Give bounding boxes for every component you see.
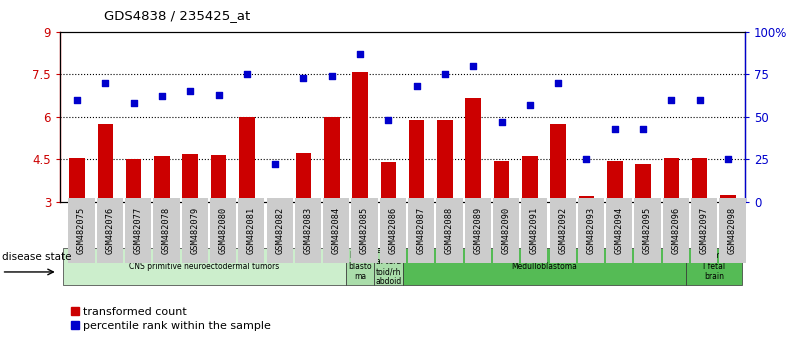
Text: GSM482095: GSM482095 [643,207,652,254]
Text: GSM482076: GSM482076 [106,207,115,254]
Point [495,119,508,125]
Text: GSM482086: GSM482086 [388,207,397,254]
Text: norma
l fetal
brain: norma l fetal brain [702,251,727,281]
Text: GSM482089: GSM482089 [473,207,482,254]
Bar [183,154,198,202]
Point [608,126,621,132]
Text: GSM482094: GSM482094 [614,207,624,254]
Text: GSM482090: GSM482090 [501,207,510,254]
Bar [522,156,537,202]
Bar [296,153,312,202]
Text: GSM482084: GSM482084 [332,207,340,254]
Bar [409,120,425,202]
Text: GSM482096: GSM482096 [671,207,680,254]
Text: Pineo
blasto
ma: Pineo blasto ma [348,251,372,281]
Bar [211,155,227,202]
Point [665,97,678,103]
Text: GSM482091: GSM482091 [529,207,539,254]
Bar [380,162,396,202]
Text: GSM482098: GSM482098 [728,207,737,254]
Bar [268,198,283,202]
Point [693,97,706,103]
Text: GSM482077: GSM482077 [134,207,143,254]
Bar [465,98,481,202]
Text: GSM482081: GSM482081 [247,207,256,254]
Point [467,63,480,69]
Text: GSM482085: GSM482085 [360,207,369,254]
Bar [578,196,594,202]
Bar [720,195,736,202]
Text: GSM482083: GSM482083 [304,207,312,254]
Point [580,156,593,162]
Point [240,72,253,77]
Bar [239,117,255,202]
Point [325,73,338,79]
Text: GDS4838 / 235425_at: GDS4838 / 235425_at [104,9,251,22]
Text: GSM482082: GSM482082 [276,207,284,254]
Point [184,88,197,94]
Text: GSM482092: GSM482092 [558,207,567,254]
Bar [63,248,346,285]
Bar [352,72,368,202]
Bar [346,248,374,285]
Bar [154,156,170,202]
Bar [686,248,742,285]
Text: GSM482088: GSM482088 [445,207,454,254]
Text: GSM482079: GSM482079 [191,207,199,254]
Bar [69,158,85,202]
Point [99,80,112,86]
Bar [663,158,679,202]
Text: GSM482078: GSM482078 [162,207,171,254]
Bar [493,161,509,202]
Point [438,72,451,77]
Point [382,118,395,123]
Point [155,93,168,99]
Text: disease state: disease state [2,252,71,262]
Bar [437,120,453,202]
Point [70,97,83,103]
Text: GSM482075: GSM482075 [77,207,86,254]
Bar [98,124,113,202]
Bar [126,159,142,202]
Bar [635,164,651,202]
Point [212,92,225,98]
Bar [550,124,566,202]
Legend: transformed count, percentile rank within the sample: transformed count, percentile rank withi… [66,303,276,335]
Bar [324,117,340,202]
Text: atypic
al tera
toid/rh
abdoid: atypic al tera toid/rh abdoid [375,246,401,286]
Point [297,75,310,81]
Point [269,161,282,167]
Point [354,51,367,57]
Bar [692,158,707,202]
Point [552,80,565,86]
Text: GSM482097: GSM482097 [699,207,709,254]
Text: GSM482093: GSM482093 [586,207,595,254]
Text: GSM482080: GSM482080 [219,207,227,254]
Text: GSM482087: GSM482087 [417,207,425,254]
Bar [402,248,686,285]
Point [523,102,536,108]
Point [722,156,735,162]
Bar [607,161,622,202]
Text: CNS primitive neuroectodermal tumors: CNS primitive neuroectodermal tumors [129,262,280,271]
Point [410,84,423,89]
Text: Medulloblastoma: Medulloblastoma [511,262,577,271]
Point [637,126,650,132]
Bar [374,248,402,285]
Point [127,101,140,106]
